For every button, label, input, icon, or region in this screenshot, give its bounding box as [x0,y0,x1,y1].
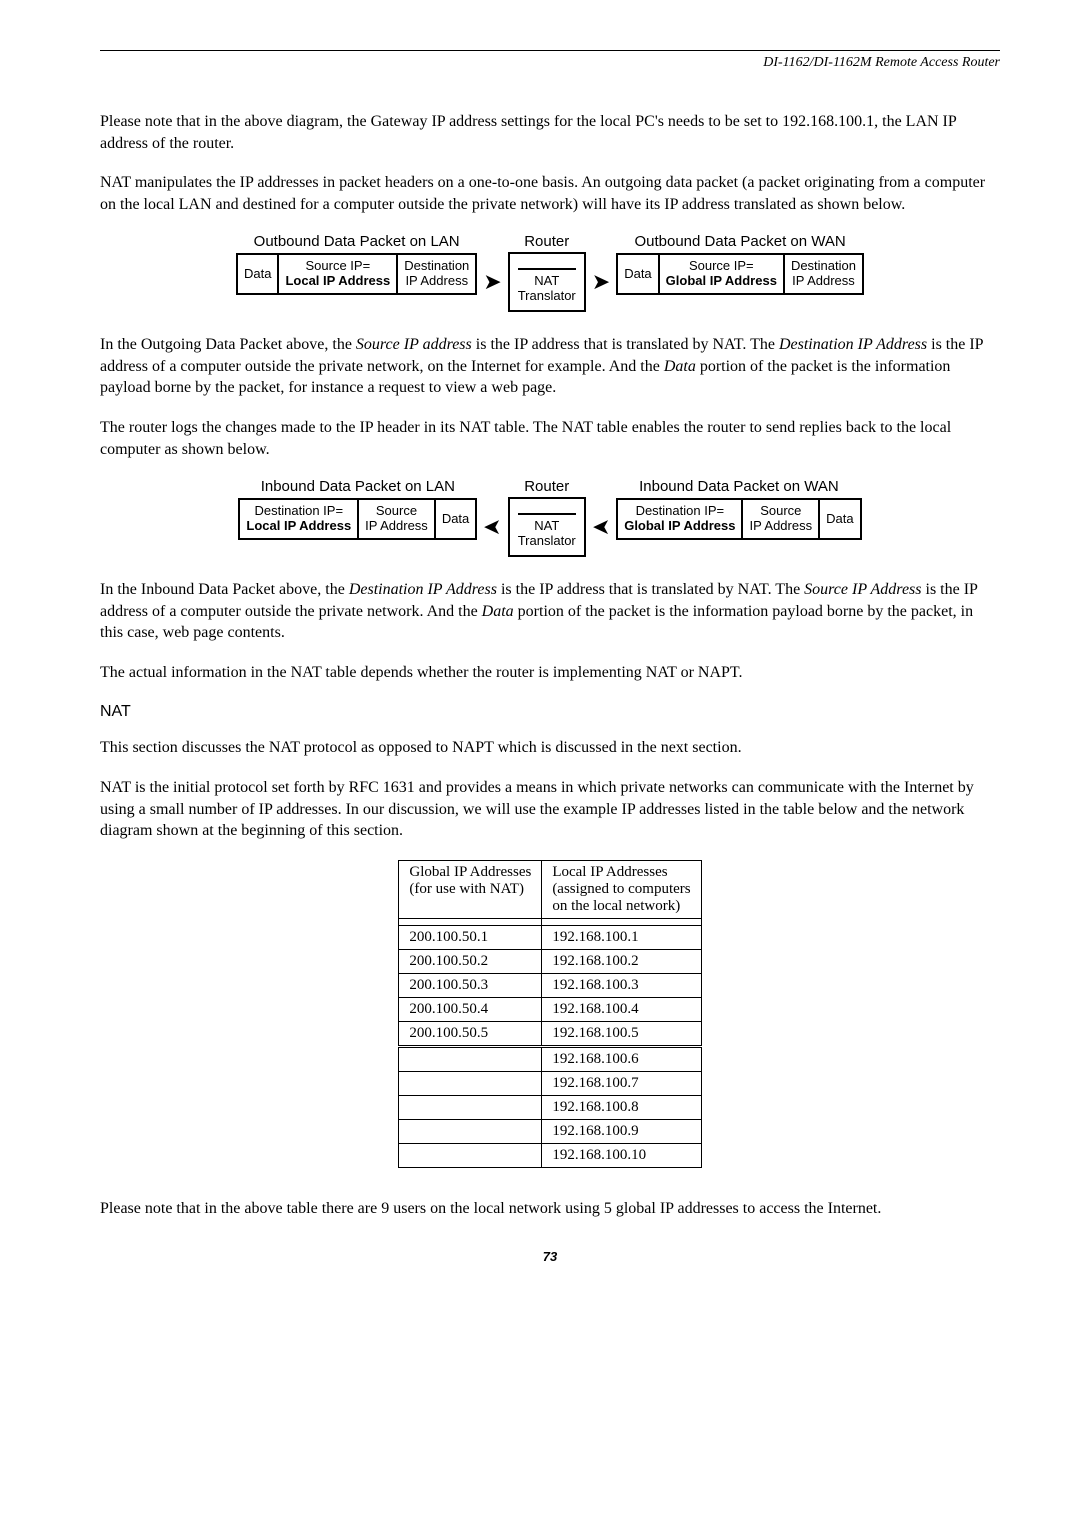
table-cell: 200.100.50.4 [399,997,542,1021]
paragraph-1: Please note that in the above diagram, t… [100,111,1000,154]
wan-dest-cell: Destination IP= Global IP Address [618,500,743,538]
table-cell: 200.100.50.5 [399,1021,542,1046]
table-cell [399,918,542,925]
lan-dest-cell: Destination IP Address [398,255,475,293]
table-cell [399,1071,542,1095]
router-label: Router [524,478,569,495]
nat-heading: NAT [100,703,1000,721]
table-cell: 192.168.100.4 [542,997,701,1021]
table-cell: 192.168.100.8 [542,1095,701,1119]
paragraph-7: This section discusses the NAT protocol … [100,737,1000,759]
paragraph-4: The router logs the changes made to the … [100,417,1000,460]
table-cell [542,918,701,925]
table-header-global: Global IP Addresses (for use with NAT) [399,860,542,918]
table-cell: 192.168.100.1 [542,925,701,949]
table-cell: 200.100.50.3 [399,973,542,997]
lan-packet-label: Inbound Data Packet on LAN [261,478,455,495]
router-label: Router [524,233,569,250]
inbound-diagram: Inbound Data Packet on LAN Destination I… [100,478,1000,557]
table-header-local: Local IP Addresses (assigned to computer… [542,860,701,918]
table-cell [399,1095,542,1119]
arrow-left-icon: ➤ [586,514,616,540]
table-cell: 192.168.100.9 [542,1119,701,1143]
table-cell: 200.100.50.1 [399,925,542,949]
arrow-right-icon: ➤ [586,269,616,295]
wan-src-cell: Source IP Address [743,500,820,538]
wan-data-cell: Data [820,500,859,538]
paragraph-2: NAT manipulates the IP addresses in pack… [100,172,1000,215]
table-cell [399,1046,542,1071]
wan-packet-label: Inbound Data Packet on WAN [639,478,839,495]
arrow-right-icon: ➤ [477,269,507,295]
paragraph-5: In the Inbound Data Packet above, the De… [100,579,1000,644]
wan-data-cell: Data [618,255,659,293]
paragraph-6: The actual information in the NAT table … [100,662,1000,684]
router-box: NAT Translator [508,497,586,557]
lan-data-cell: Data [238,255,279,293]
table-cell [399,1143,542,1167]
page-header: DI-1162/DI-1162M Remote Access Router [100,55,1000,71]
table-cell: 192.168.100.10 [542,1143,701,1167]
table-cell: 192.168.100.3 [542,973,701,997]
lan-src-cell: Source IP= Local IP Address [279,255,398,293]
outbound-diagram: Outbound Data Packet on LAN Data Source … [100,233,1000,312]
ip-address-table: Global IP Addresses (for use with NAT) L… [398,860,701,1168]
wan-src-cell: Source IP= Global IP Address [660,255,785,293]
lan-src-cell: Source IP Address [359,500,436,538]
table-cell: 192.168.100.7 [542,1071,701,1095]
lan-packet-label: Outbound Data Packet on LAN [254,233,460,250]
table-cell [399,1119,542,1143]
table-cell: 200.100.50.2 [399,949,542,973]
wan-dest-cell: Destination IP Address [785,255,862,293]
lan-dest-cell: Destination IP= Local IP Address [240,500,359,538]
arrow-left-icon: ➤ [477,514,507,540]
paragraph-9: Please note that in the above table ther… [100,1198,1000,1220]
table-cell: 192.168.100.6 [542,1046,701,1071]
table-cell: 192.168.100.2 [542,949,701,973]
wan-packet-label: Outbound Data Packet on WAN [634,233,845,250]
page-number: 73 [100,1249,1000,1264]
lan-data-cell: Data [436,500,475,538]
table-cell: 192.168.100.5 [542,1021,701,1046]
paragraph-8: NAT is the initial protocol set forth by… [100,777,1000,842]
router-box: NAT Translator [508,252,586,312]
paragraph-3: In the Outgoing Data Packet above, the S… [100,334,1000,399]
